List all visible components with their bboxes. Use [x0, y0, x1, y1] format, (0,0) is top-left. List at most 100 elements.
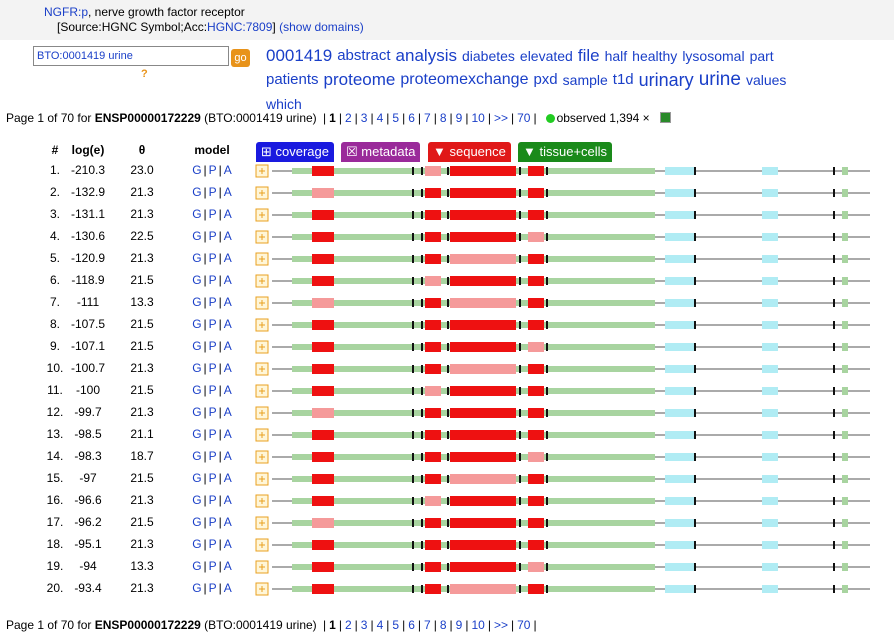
keyword-link[interactable]: elevated [519, 48, 573, 64]
pager-link[interactable]: >> [493, 618, 508, 632]
keyword-link[interactable]: abstract [337, 47, 391, 64]
model-link[interactable]: G [192, 537, 202, 551]
pager-link[interactable]: 70 [517, 618, 531, 632]
pager-link[interactable]: 70 [517, 111, 531, 125]
keyword-link[interactable]: t1d [612, 71, 634, 88]
keyword-link[interactable]: analysis [395, 46, 457, 65]
model-link[interactable]: A [223, 229, 232, 243]
keyword-link[interactable]: part [749, 48, 774, 64]
model-link[interactable]: P [208, 273, 217, 287]
source-link[interactable]: HGNC:7809 [207, 20, 273, 34]
show-domains[interactable]: (show domains) [279, 20, 364, 34]
keyword-link[interactable]: proteomexchange [400, 71, 529, 88]
model-link[interactable]: P [208, 383, 217, 397]
model-link[interactable]: A [223, 163, 232, 177]
model-link[interactable]: P [208, 537, 217, 551]
model-link[interactable]: A [223, 581, 232, 595]
model-link[interactable]: A [223, 295, 232, 309]
model-link[interactable]: G [192, 229, 202, 243]
model-link[interactable]: P [208, 559, 217, 573]
model-link[interactable]: A [223, 471, 232, 485]
model-link[interactable]: P [208, 207, 217, 221]
model-link[interactable]: A [223, 361, 232, 375]
keyword-link[interactable]: pxd [533, 71, 558, 88]
pager-link[interactable]: 6 [408, 618, 415, 632]
model-link[interactable]: G [192, 405, 202, 419]
keyword-link[interactable]: patients [266, 71, 319, 88]
model-link[interactable]: P [208, 295, 217, 309]
pager-link[interactable]: 6 [408, 111, 415, 125]
keyword-link[interactable]: lysosomal [682, 48, 745, 64]
protein-link[interactable]: NGFR:p [44, 5, 89, 19]
pager-link[interactable]: 2 [344, 618, 352, 632]
model-link[interactable]: P [208, 317, 217, 331]
model-link[interactable]: G [192, 163, 202, 177]
model-link[interactable]: G [192, 207, 202, 221]
keyword-link[interactable]: half [604, 48, 628, 64]
keyword-link[interactable]: urinary [638, 70, 694, 90]
keyword-link[interactable]: file [577, 46, 600, 65]
model-link[interactable]: A [223, 537, 232, 551]
model-link[interactable]: G [192, 339, 202, 353]
model-link[interactable]: G [192, 581, 202, 595]
pager-link[interactable]: 5 [392, 618, 400, 632]
model-link[interactable]: G [192, 185, 202, 199]
pager-link[interactable]: 10 [471, 618, 485, 632]
model-link[interactable]: G [192, 273, 202, 287]
model-link[interactable]: G [192, 471, 202, 485]
pager-link[interactable]: >> [493, 111, 508, 125]
model-link[interactable]: P [208, 515, 217, 529]
pager-link[interactable]: 7 [424, 111, 431, 125]
pager-link[interactable]: 9 [455, 618, 463, 632]
model-link[interactable]: P [208, 229, 217, 243]
keyword-link[interactable]: which [266, 96, 302, 112]
model-link[interactable]: A [223, 317, 232, 331]
model-link[interactable]: G [192, 295, 202, 309]
model-link[interactable]: G [192, 449, 202, 463]
tab-button[interactable]: ▼ sequence [428, 142, 511, 162]
model-link[interactable]: G [192, 251, 202, 265]
model-link[interactable]: P [208, 427, 217, 441]
model-link[interactable]: A [223, 207, 232, 221]
pager-link[interactable]: 5 [392, 111, 400, 125]
pager-link[interactable]: 7 [424, 618, 431, 632]
model-link[interactable]: G [192, 493, 202, 507]
keyword-link[interactable]: proteome [323, 70, 396, 89]
search-input[interactable]: BTO:0001419 urine [33, 46, 229, 66]
model-link[interactable]: P [208, 449, 217, 463]
pager-link[interactable]: 8 [439, 618, 447, 632]
pager-link[interactable]: 4 [376, 618, 384, 632]
pager-link[interactable]: 4 [376, 111, 384, 125]
model-link[interactable]: G [192, 317, 202, 331]
keyword-link[interactable]: healthy [632, 48, 678, 64]
keyword-link[interactable]: diabetes [461, 48, 515, 64]
keyword-link[interactable]: sample [562, 72, 608, 88]
tab-button[interactable]: ⊞ coverage [256, 142, 334, 162]
model-link[interactable]: G [192, 515, 202, 529]
model-link[interactable]: P [208, 493, 217, 507]
model-link[interactable]: A [223, 515, 232, 529]
model-link[interactable]: P [208, 163, 217, 177]
model-link[interactable]: A [223, 427, 232, 441]
keyword-link[interactable]: urine [698, 69, 741, 90]
keyword-link[interactable]: values [745, 72, 787, 88]
model-link[interactable]: G [192, 559, 202, 573]
model-link[interactable]: P [208, 405, 217, 419]
pager-link[interactable]: 8 [439, 111, 447, 125]
model-link[interactable]: A [223, 405, 232, 419]
model-link[interactable]: G [192, 361, 202, 375]
model-link[interactable]: G [192, 383, 202, 397]
model-link[interactable]: P [208, 251, 217, 265]
export-icon[interactable] [659, 112, 671, 123]
model-link[interactable]: A [223, 185, 232, 199]
model-link[interactable]: P [208, 471, 217, 485]
model-link[interactable]: A [223, 339, 232, 353]
go-button[interactable]: go [231, 49, 250, 67]
tab-button[interactable]: ▼ tissue+cells [518, 142, 613, 162]
model-link[interactable]: P [208, 581, 217, 595]
model-link[interactable]: P [208, 361, 217, 375]
pager-link[interactable]: 9 [455, 111, 463, 125]
pager-link[interactable]: 3 [360, 111, 368, 125]
model-link[interactable]: A [223, 559, 232, 573]
model-link[interactable]: G [192, 427, 202, 441]
